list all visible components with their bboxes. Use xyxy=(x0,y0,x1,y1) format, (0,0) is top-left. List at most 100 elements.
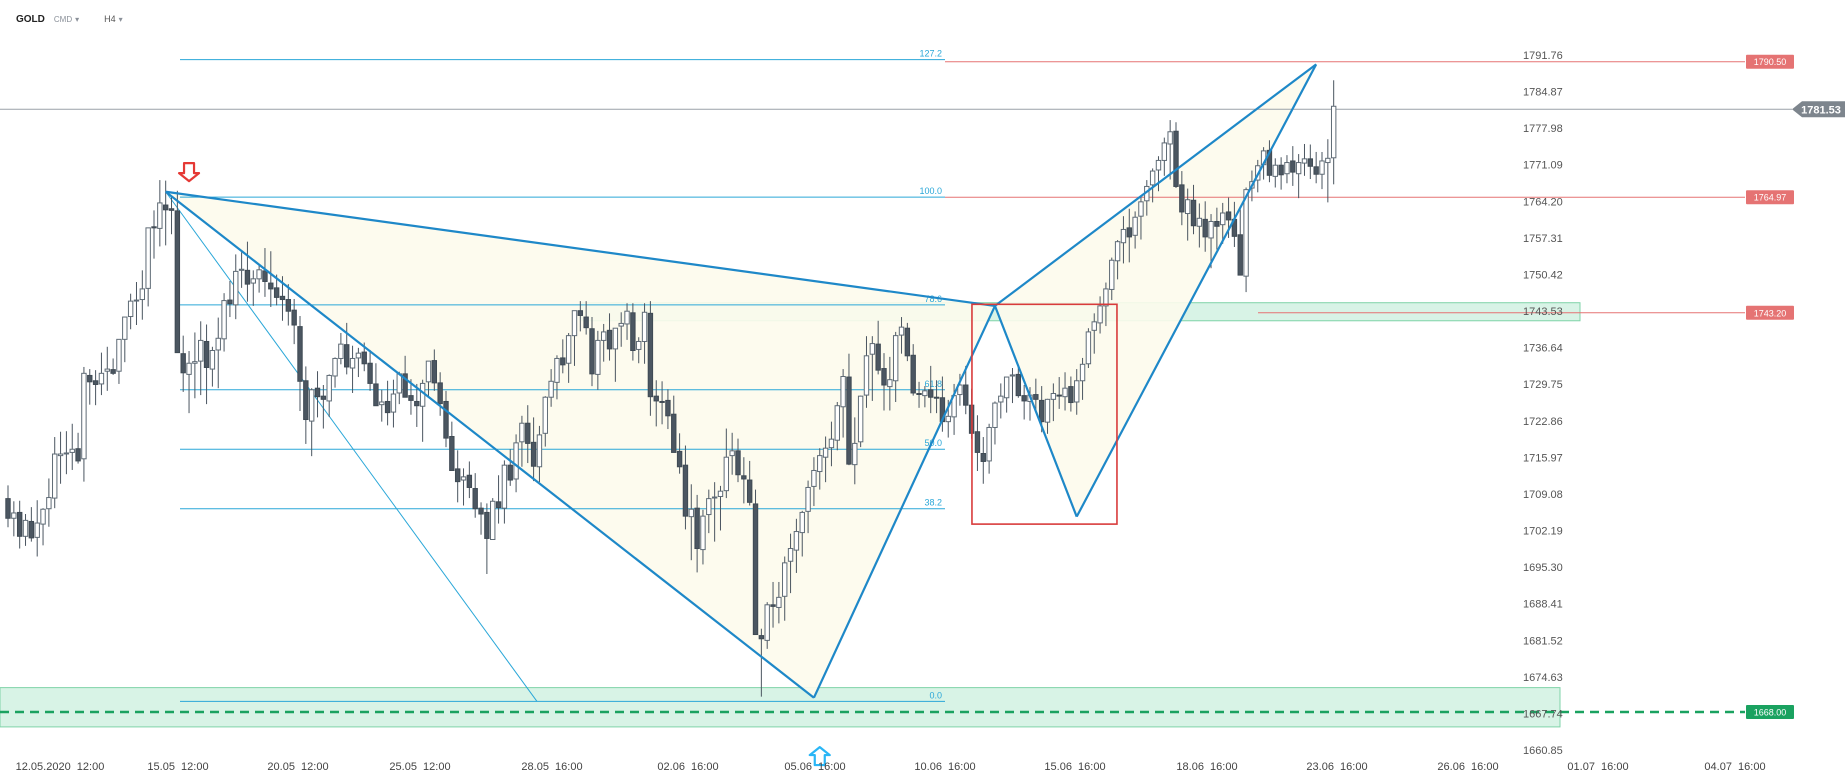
candle-body xyxy=(787,548,794,562)
candle xyxy=(285,284,292,326)
candle-body xyxy=(1038,399,1045,423)
candle-body xyxy=(1196,217,1203,227)
candle xyxy=(519,415,525,467)
candle-body xyxy=(238,268,245,271)
candle-body xyxy=(828,438,835,449)
fib-label-100.0: 100.0 xyxy=(919,186,942,196)
candle-body xyxy=(227,299,233,305)
source-dropdown-icon[interactable]: ▾ xyxy=(75,14,80,24)
y-tick-label: 1695.30 xyxy=(1523,562,1563,574)
candle-body xyxy=(817,455,823,473)
candle xyxy=(390,379,397,428)
y-tick-label: 1757.31 xyxy=(1523,233,1563,245)
candle-body xyxy=(116,338,122,372)
candle-body xyxy=(641,311,648,342)
pattern-triangle-bcd xyxy=(994,64,1317,517)
candle-body xyxy=(332,357,338,377)
candle-body xyxy=(256,269,262,280)
candle-body xyxy=(1214,220,1220,227)
candle xyxy=(1050,383,1057,422)
candle xyxy=(758,628,765,697)
candle-body xyxy=(600,331,607,341)
candle-body xyxy=(273,287,280,298)
candle xyxy=(811,457,817,507)
candle-body xyxy=(530,441,537,467)
candle xyxy=(227,280,233,318)
fib-label-0.0: 0.0 xyxy=(929,690,942,700)
candle xyxy=(723,428,730,499)
candle xyxy=(1284,155,1290,184)
candle xyxy=(203,324,210,405)
timeframe-dropdown-icon[interactable]: ▾ xyxy=(118,14,123,24)
candle xyxy=(1015,366,1022,398)
candle-body xyxy=(478,507,484,515)
candle-body xyxy=(338,343,344,359)
candle-body xyxy=(1220,212,1226,226)
candle xyxy=(1068,376,1074,412)
candle xyxy=(577,301,584,332)
candle-body xyxy=(688,508,694,518)
candle-body xyxy=(192,361,198,364)
candle-body xyxy=(122,316,128,340)
candle xyxy=(221,293,227,352)
candle-body xyxy=(630,312,636,351)
candle-body xyxy=(367,362,373,384)
candle xyxy=(233,254,239,320)
candle-body xyxy=(892,335,899,382)
candle-body xyxy=(495,501,502,509)
candle-body xyxy=(1062,387,1068,398)
y-tick-label: 1743.53 xyxy=(1523,306,1563,318)
x-tick-label: 23.06 16:00 xyxy=(1306,761,1367,773)
candle-body xyxy=(618,322,624,327)
candle xyxy=(986,423,992,474)
candle xyxy=(1295,154,1302,199)
candle xyxy=(928,365,934,414)
candle-body xyxy=(1015,373,1022,397)
candle-body xyxy=(793,531,800,551)
candle xyxy=(419,379,426,442)
candle xyxy=(828,421,835,467)
candle-body xyxy=(857,395,864,443)
candle xyxy=(1190,184,1197,235)
symbol-label: GOLD xyxy=(16,13,45,25)
candle-body xyxy=(980,452,986,462)
candle xyxy=(857,395,864,448)
candle-body xyxy=(612,327,619,350)
candle xyxy=(408,379,414,415)
chart-header: GOLD CMD ▾ H4 ▾ xyxy=(16,12,123,26)
candle xyxy=(1044,398,1051,434)
candle xyxy=(1021,385,1027,420)
candle-body xyxy=(320,395,327,400)
source-selector[interactable]: CMD xyxy=(53,14,73,24)
candle-body xyxy=(127,300,134,318)
y-tick-label: 1660.85 xyxy=(1523,745,1563,757)
candle xyxy=(122,316,128,363)
candle xyxy=(92,370,99,406)
candle-body xyxy=(22,519,29,537)
candle-body xyxy=(1190,199,1197,227)
x-tick-label: 18.06 16:00 xyxy=(1176,761,1237,773)
fib-label-127.2: 127.2 xyxy=(919,49,942,59)
y-tick-label: 1688.41 xyxy=(1523,599,1563,611)
candle-body xyxy=(577,310,584,316)
candle xyxy=(998,383,1004,419)
candle xyxy=(349,345,356,393)
candle xyxy=(1237,209,1243,276)
candle xyxy=(52,437,58,509)
candle-body xyxy=(349,357,356,369)
candle-body xyxy=(40,508,46,525)
candle xyxy=(881,353,887,411)
candle-body xyxy=(676,450,683,468)
candle xyxy=(887,356,893,411)
candle xyxy=(139,270,146,320)
pattern-leg-xb xyxy=(165,190,996,307)
candle xyxy=(840,369,846,438)
timeframe-selector[interactable]: H4 xyxy=(104,14,116,24)
y-tick-label: 1784.87 xyxy=(1523,87,1563,99)
candle xyxy=(303,366,309,444)
candle-body xyxy=(28,520,35,539)
candle xyxy=(180,335,186,392)
candle xyxy=(478,502,484,535)
candle xyxy=(595,330,601,390)
